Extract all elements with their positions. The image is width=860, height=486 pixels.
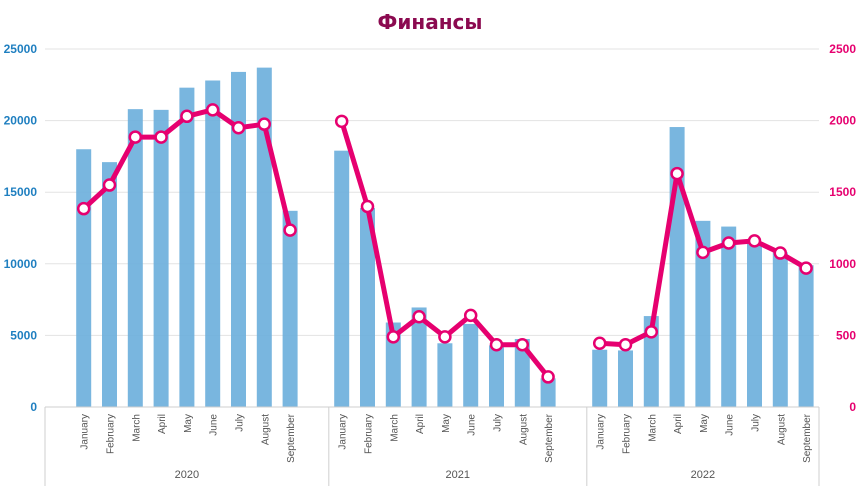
- x-tick-label: January: [80, 414, 91, 450]
- x-tick-label: May: [183, 414, 194, 433]
- line-point: [205, 103, 220, 117]
- line-point: [515, 337, 530, 352]
- bar: [127, 109, 143, 408]
- line-point: [670, 166, 684, 181]
- x-tick-label: February: [364, 414, 375, 454]
- bar: [102, 162, 117, 407]
- x-tick-label: April: [157, 414, 168, 434]
- bar: [153, 109, 169, 408]
- line-point: [489, 337, 504, 352]
- line-point: [283, 223, 297, 237]
- right-axis-tick: 2000: [829, 114, 856, 128]
- bar: [489, 345, 504, 407]
- line-point: [644, 325, 659, 339]
- bar: [695, 220, 711, 407]
- x-tick-label: August: [776, 414, 787, 445]
- bar: [76, 149, 92, 408]
- bar: [463, 323, 479, 407]
- bar: [592, 349, 608, 407]
- x-tick-label: March: [389, 414, 400, 442]
- right-axis-tick: 500: [836, 328, 856, 342]
- line-point: [747, 234, 762, 248]
- year-label: 2021: [446, 469, 470, 481]
- line-point: [76, 201, 91, 216]
- x-tick-label: July: [751, 414, 762, 432]
- right-axis-tick: 0: [849, 400, 856, 414]
- bar: [643, 316, 659, 407]
- x-tick-label: June: [467, 414, 478, 436]
- bar: [179, 87, 195, 407]
- bar: [231, 71, 246, 408]
- bar: [411, 307, 427, 407]
- x-tick-label: April: [415, 414, 426, 434]
- line-point: [102, 178, 117, 192]
- bar: [618, 350, 633, 407]
- bar: [721, 226, 737, 407]
- x-tick-label: June: [725, 414, 736, 436]
- x-tick-label: July: [235, 414, 246, 432]
- line-point: [360, 199, 375, 214]
- x-tick-label: June: [209, 414, 220, 436]
- x-tick-label: April: [673, 414, 684, 434]
- x-tick-label: July: [493, 414, 504, 432]
- line-point: [386, 330, 401, 344]
- right-axis-tick: 1500: [829, 185, 856, 199]
- x-tick-label: February: [622, 414, 633, 454]
- line-point: [231, 121, 246, 135]
- line-point: [541, 370, 555, 384]
- x-tick-label: January: [338, 414, 349, 450]
- line-point: [128, 130, 143, 144]
- chart-title: Финансы: [378, 10, 483, 34]
- line-point: [334, 114, 349, 129]
- bar: [360, 207, 375, 407]
- line-point: [257, 117, 272, 131]
- year-label: 2020: [175, 469, 199, 481]
- bar: [514, 338, 530, 407]
- year-label: 2022: [691, 469, 715, 481]
- x-tick-label: August: [518, 414, 529, 445]
- bar: [385, 322, 401, 407]
- left-axis-tick: 25000: [4, 42, 38, 56]
- x-tick-label: May: [699, 414, 710, 433]
- line-point: [592, 336, 607, 351]
- line-point: [696, 245, 710, 260]
- right-axis-tick: 2500: [829, 42, 856, 56]
- line-point: [799, 261, 813, 275]
- left-axis-tick: 5000: [10, 328, 37, 342]
- x-tick-label: August: [260, 414, 271, 445]
- left-axis-tick: 20000: [4, 114, 38, 128]
- x-tick-label: September: [802, 413, 813, 463]
- line-point: [438, 330, 452, 344]
- x-tick-label: September: [544, 413, 555, 463]
- x-tick-label: March: [131, 414, 142, 442]
- line-point: [180, 109, 194, 124]
- bar: [256, 67, 272, 407]
- line-point: [154, 130, 168, 144]
- line-point: [463, 308, 478, 323]
- bar: [205, 80, 221, 407]
- line-point: [412, 310, 426, 324]
- bar: [540, 378, 556, 407]
- x-tick-label: May: [441, 414, 452, 433]
- bar: [334, 150, 350, 407]
- bar: [437, 343, 453, 407]
- line-point: [721, 236, 736, 250]
- bar: [798, 265, 814, 407]
- x-tick-label: February: [106, 414, 117, 454]
- x-tick-label: September: [286, 413, 297, 463]
- bar: [747, 243, 762, 407]
- left-axis-tick: 15000: [4, 185, 38, 199]
- left-axis-tick: 0: [30, 400, 37, 414]
- bar: [282, 210, 298, 407]
- left-axis-tick: 10000: [4, 257, 38, 271]
- right-axis-tick: 1000: [829, 257, 856, 271]
- line-point: [773, 246, 788, 260]
- x-tick-label: January: [596, 414, 607, 450]
- bar: [772, 252, 788, 407]
- x-tick-label: March: [647, 414, 658, 442]
- line-point: [618, 337, 633, 352]
